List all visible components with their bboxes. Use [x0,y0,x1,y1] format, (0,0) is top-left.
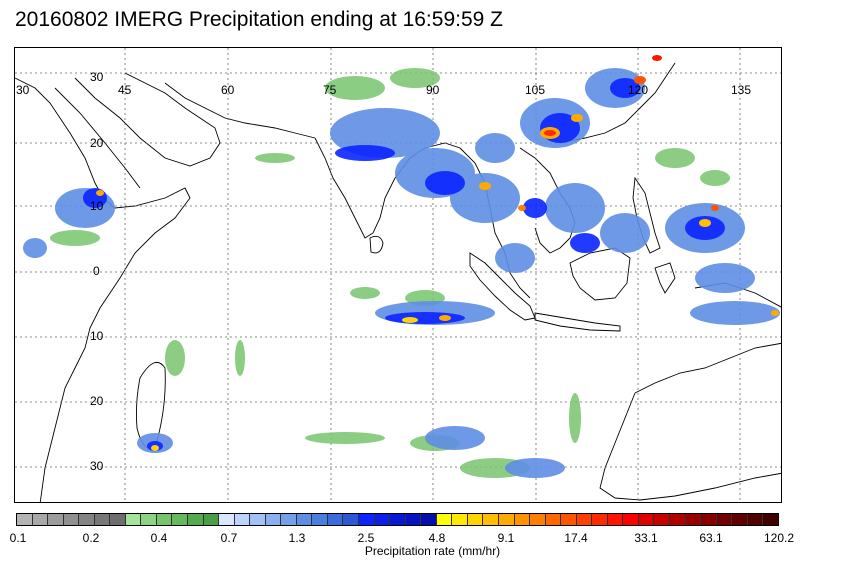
colorbar-swatch [250,514,266,525]
colorbar-tick-label: 0.1 [9,531,27,545]
colorbar-swatch [561,514,577,525]
colorbar-swatch [234,514,251,525]
colorbar-swatch [203,514,220,525]
colorbar-swatch [156,514,173,525]
colorbar-swatch [467,514,484,525]
map-canvas [15,48,781,502]
colorbar-swatch [452,514,468,525]
colorbar-swatch [405,514,422,525]
colorbar-swatch [483,514,499,525]
colorbar-swatch [669,514,686,525]
lon-label: 90 [426,83,440,97]
colorbar-swatch [747,514,764,525]
colorbar-swatch [576,514,593,525]
colorbar-caption: Precipitation rate (mm/hr) [364,544,501,558]
colorbar-tick-label: 0.7 [220,531,238,545]
colorbar-tick-label: 17.4 [564,531,588,545]
colorbar-swatch [638,514,655,525]
lon-label: 45 [118,83,132,97]
colorbar-swatch [530,514,546,525]
colorbar-tick-label: 1.3 [288,531,306,545]
colorbar-tick-label: 33.1 [634,531,658,545]
lon-label: 135 [731,83,752,97]
lon-label: 30 [16,83,30,97]
map-panel: 30 45 60 75 90 105 120 135 30 20 10 0 10… [14,47,782,503]
colorbar-swatch [374,514,391,525]
colorbar-swatch [219,514,235,525]
lat-label: 10 [90,199,104,213]
colorbar-swatch [188,514,204,525]
colorbar-swatch [436,514,453,525]
lon-label: 120 [628,83,649,97]
colorbar-swatch [514,514,531,525]
colorbar-swatch [390,514,406,525]
colorbar-tick-label: 0.4 [150,531,168,545]
lat-label: 20 [90,394,104,408]
colorbar-swatch [79,514,95,525]
colorbar-swatch [94,514,111,525]
colorbar-swatch [716,514,733,525]
colorbar-swatch [732,514,748,525]
colorbar-swatch [421,514,437,525]
colorbar-swatch [110,514,126,525]
colorbar-swatch [141,514,157,525]
lat-label: 20 [90,136,104,150]
colorbar-swatch [498,514,515,525]
colorbar [16,513,779,526]
colorbar-swatch [623,514,639,525]
colorbar-swatch [17,514,33,525]
precipitation-field [23,55,780,478]
lat-label: 30 [90,70,104,84]
colorbar-tick-label: 2.5 [357,531,375,545]
colorbar-swatch [125,514,142,525]
colorbar-swatch [265,514,282,525]
colorbar-swatch [592,514,608,525]
colorbar-swatch [343,514,360,525]
colorbar-swatch [281,514,297,525]
colorbar-swatch [48,514,64,525]
colorbar-swatch [63,514,80,525]
colorbar-swatch [763,514,778,525]
colorbar-swatch [312,514,328,525]
colorbar-swatch [327,514,344,525]
lat-label: 30 [90,459,104,473]
map-title: 20160802 IMERG Precipitation ending at 1… [15,8,503,31]
colorbar-swatch [32,514,49,525]
colorbar-swatch [296,514,313,525]
lon-label: 75 [323,83,337,97]
colorbar-swatch [701,514,717,525]
colorbar-swatch [654,514,670,525]
colorbar-swatch [359,514,375,525]
lon-label: 60 [221,83,235,97]
colorbar-swatch [685,514,702,525]
colorbar-tick-label: 9.1 [497,531,515,545]
colorbar-tick-label: 120.2 [763,531,795,545]
lat-label: 0 [93,264,100,278]
colorbar-swatch [545,514,562,525]
colorbar-tick-label: 0.2 [82,531,100,545]
colorbar-tick-label: 63.1 [699,531,723,545]
colorbar-tick-label: 4.8 [428,531,446,545]
lon-label: 105 [525,83,546,97]
colorbar-swatch [172,514,189,525]
lat-label: 10 [90,329,104,343]
colorbar-swatch [607,514,624,525]
